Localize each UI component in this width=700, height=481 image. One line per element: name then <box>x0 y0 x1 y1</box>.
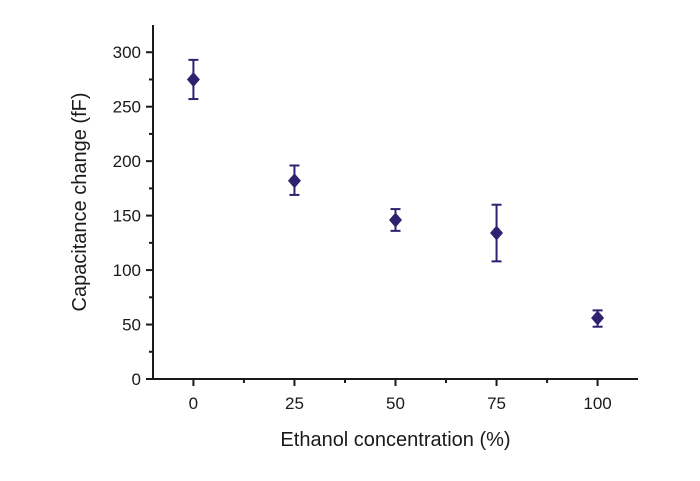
data-points <box>186 58 605 328</box>
x-tick-label: 0 <box>189 394 198 413</box>
diamond-marker <box>591 310 605 326</box>
x-tick-label: 25 <box>285 394 304 413</box>
x-tick-label: 100 <box>583 394 611 413</box>
data-point <box>389 208 402 232</box>
diamond-marker <box>186 71 200 87</box>
data-point <box>490 203 504 263</box>
diamond-marker <box>287 173 301 189</box>
y-tick-label: 250 <box>113 98 141 117</box>
y-tick-label: 200 <box>113 152 141 171</box>
x-axis-title: Ethanol concentration (%) <box>280 429 510 451</box>
data-point <box>186 58 200 101</box>
x-tick-label: 75 <box>487 394 506 413</box>
y-axis-title: Capacitance change (fF) <box>69 92 91 311</box>
data-point <box>591 309 605 328</box>
y-tick-label: 0 <box>132 370 141 389</box>
y-tick-label: 50 <box>122 316 141 335</box>
axes <box>152 25 638 380</box>
x-ticks: 0 25 50 75 100 <box>189 379 612 413</box>
y-tick-label: 100 <box>113 261 141 280</box>
y-ticks: 0 50 100 150 200 250 300 <box>113 43 153 389</box>
y-tick-label: 150 <box>113 207 141 226</box>
data-point <box>287 164 301 196</box>
diamond-marker <box>490 225 504 241</box>
x-tick-label: 50 <box>386 394 405 413</box>
diamond-marker <box>389 212 402 228</box>
y-tick-label: 300 <box>113 43 141 62</box>
